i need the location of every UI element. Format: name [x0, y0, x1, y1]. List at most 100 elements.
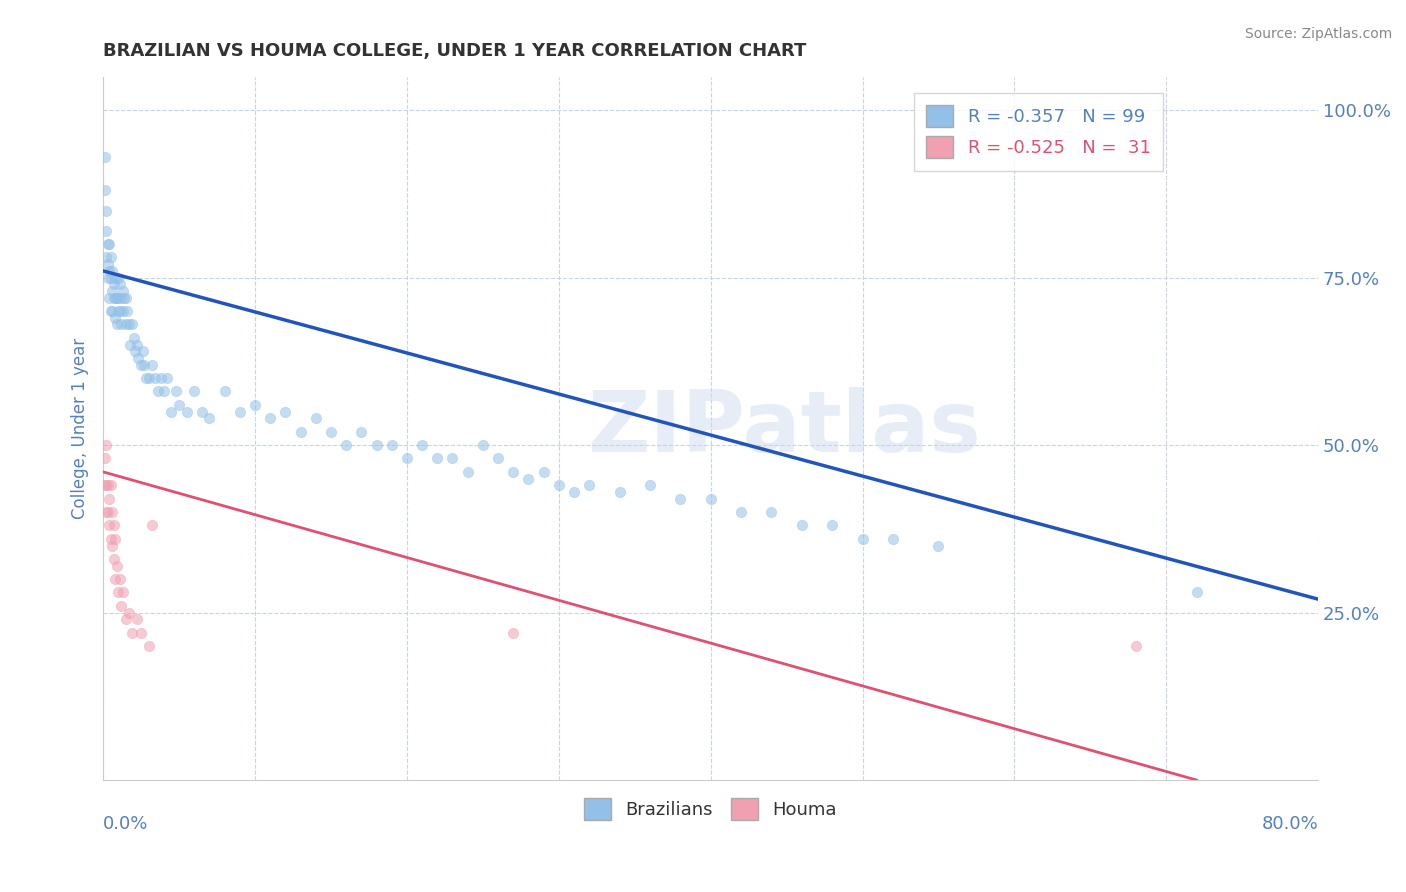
Point [93, 451, 115, 466]
Point [609, 485, 631, 500]
Point [160, 404, 183, 418]
Point [104, 310, 127, 325]
Y-axis label: College, Under 1 year: College, Under 1 year [72, 338, 89, 519]
Point [165, 384, 187, 399]
Point [96, 251, 118, 265]
Point [167, 398, 190, 412]
Point [121, 318, 143, 332]
Point [143, 371, 166, 385]
Point [98, 491, 121, 506]
Point [103, 518, 125, 533]
Point [411, 438, 433, 452]
Point [441, 451, 464, 466]
Point [134, 358, 156, 372]
Point [191, 404, 214, 418]
Point [101, 505, 124, 519]
Point [471, 438, 494, 452]
Text: BRAZILIAN VS HOUMA COLLEGE, UNDER 1 YEAR CORRELATION CHART: BRAZILIAN VS HOUMA COLLEGE, UNDER 1 YEAR… [103, 42, 807, 60]
Point [821, 518, 844, 533]
Point [761, 505, 783, 519]
Point [118, 606, 141, 620]
Point [96, 438, 118, 452]
Point [146, 384, 169, 399]
Point [319, 425, 342, 439]
Point [259, 411, 281, 425]
Point [138, 639, 160, 653]
Point [502, 465, 524, 479]
Point [395, 451, 418, 466]
Point [229, 404, 252, 418]
Text: 80.0%: 80.0% [1261, 815, 1319, 833]
Point [101, 539, 124, 553]
Point [882, 532, 904, 546]
Point [111, 284, 134, 298]
Point [124, 344, 146, 359]
Point [97, 237, 120, 252]
Point [100, 304, 122, 318]
Point [486, 451, 509, 466]
Point [96, 203, 118, 218]
Point [111, 304, 134, 318]
Point [97, 478, 120, 492]
Point [790, 518, 813, 533]
Point [730, 505, 752, 519]
Point [101, 284, 124, 298]
Point [105, 291, 128, 305]
Point [131, 344, 153, 359]
Point [93, 478, 115, 492]
Point [101, 264, 124, 278]
Point [135, 371, 157, 385]
Point [426, 451, 449, 466]
Point [156, 371, 179, 385]
Point [97, 270, 120, 285]
Point [290, 425, 312, 439]
Point [243, 398, 266, 412]
Point [100, 270, 122, 285]
Point [96, 478, 118, 492]
Point [335, 438, 357, 452]
Point [104, 532, 127, 546]
Point [96, 505, 118, 519]
Point [100, 251, 122, 265]
Point [547, 478, 569, 492]
Point [183, 384, 205, 399]
Point [101, 304, 124, 318]
Point [366, 438, 388, 452]
Point [107, 304, 129, 318]
Point [98, 264, 121, 278]
Point [121, 625, 143, 640]
Point [108, 304, 131, 318]
Legend: Brazilians, Houma: Brazilians, Houma [576, 791, 845, 827]
Point [98, 237, 121, 252]
Point [176, 404, 198, 418]
Point [517, 472, 540, 486]
Point [98, 518, 121, 533]
Point [502, 625, 524, 640]
Text: 0.0%: 0.0% [103, 815, 149, 833]
Point [110, 291, 132, 305]
Point [115, 318, 138, 332]
Point [107, 585, 129, 599]
Point [117, 304, 139, 318]
Point [110, 599, 132, 613]
Point [118, 318, 141, 332]
Point [153, 384, 176, 399]
Point [110, 318, 132, 332]
Point [138, 371, 160, 385]
Point [274, 404, 297, 418]
Point [562, 485, 585, 500]
Point [533, 465, 555, 479]
Point [108, 277, 131, 292]
Point [98, 291, 121, 305]
Point [93, 184, 115, 198]
Point [851, 532, 873, 546]
Point [381, 438, 404, 452]
Point [141, 358, 163, 372]
Point [1185, 585, 1208, 599]
Point [129, 358, 152, 372]
Point [638, 478, 661, 492]
Point [127, 351, 149, 365]
Point [214, 384, 236, 399]
Point [104, 291, 127, 305]
Point [129, 625, 152, 640]
